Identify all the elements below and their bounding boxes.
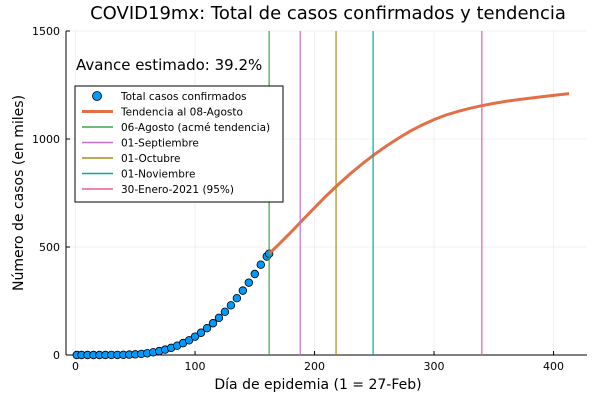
y-tick-label: 0 [53,349,60,362]
legend-label: 01-Octubre [121,153,180,165]
trend-line [268,92,570,255]
confirmed-point [190,332,200,341]
legend-label: 01-Noviembre [121,169,195,181]
confirmed-point [220,307,230,316]
legend: Total casos confirmados Tendencia al 08-A… [74,85,284,203]
confirmed-point [256,260,265,269]
confirmed-point [214,313,224,323]
legend-label: 30-Enero-2021 (95%) [121,184,234,196]
confirmed-point [196,328,206,337]
legend-box [74,85,284,203]
confirmed-point [184,336,194,345]
legend-label: 06-Agosto (acmé tendencia) [121,122,270,134]
x-tick-label: 0 [72,360,79,373]
chart-title: COVID19mx: Total de casos confirmados y … [90,3,566,24]
legend-label: Tendencia al 08-Agosto [120,107,243,119]
y-tick-label: 1000 [32,133,60,146]
confirmed-point [208,319,218,328]
confirmed-point [202,324,212,333]
progress-annotation: Avance estimado: 39.2% [76,56,262,74]
plot-area: 0 100 200 300 400 0 500 1000 1500 [32,25,587,373]
confirmed-point [226,301,236,310]
confirmed-point [244,278,254,287]
confirmed-point [232,293,242,303]
confirmed-point [238,286,248,295]
x-tick-label: 100 [185,360,206,373]
x-tick-label: 300 [424,360,445,373]
confirmed-point [250,269,260,279]
legend-label: Total casos confirmados [120,91,247,103]
legend-label: 01-Septiembre [121,138,199,150]
y-tick-label: 500 [39,241,60,254]
x-tick-label: 200 [304,360,325,373]
y-tick-label: 1500 [32,25,60,38]
legend-marker [92,91,102,101]
x-axis-label: Día de epidemia (1 = 27-Feb) [214,377,421,393]
y-axis-label: Número de casos (en miles) [11,95,27,291]
x-tick-label: 400 [543,360,564,373]
